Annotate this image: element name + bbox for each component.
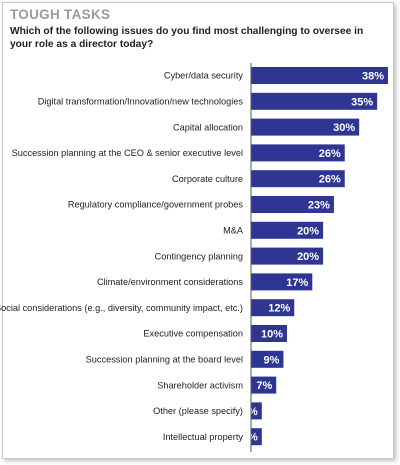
bar	[251, 402, 262, 420]
value-label: 30%	[333, 122, 355, 134]
value-label: 20%	[297, 251, 319, 263]
chart-title: TOUGH TASKS	[10, 7, 111, 22]
category-label: Intellectual property	[163, 432, 244, 442]
category-label: Shareholder activism	[157, 380, 243, 390]
bar	[251, 92, 378, 110]
value-label: 3%	[242, 432, 258, 444]
bar	[251, 247, 324, 265]
bar	[251, 118, 360, 136]
value-label: 26%	[319, 174, 341, 186]
category-label: Corporate culture	[172, 174, 243, 184]
value-label: 35%	[351, 96, 373, 108]
value-label: 3%	[242, 406, 258, 418]
category-label: Social considerations (e.g., diversity, …	[0, 303, 243, 313]
chart-question: Which of the following issues do you fin…	[10, 26, 364, 50]
category-label: Contingency planning	[155, 251, 243, 261]
bar	[251, 67, 388, 84]
category-label: Other (please specify)	[153, 406, 243, 416]
bar	[251, 144, 345, 162]
bars-layer: Cyber/data security 38% Digital transforma…	[0, 67, 388, 446]
category-label: M&A	[223, 226, 244, 236]
bar	[251, 196, 334, 213]
value-label: 38%	[362, 71, 384, 83]
category-label: Digital transformation/Innovation/new te…	[38, 97, 244, 107]
bar	[251, 376, 277, 394]
value-label: 12%	[268, 303, 290, 315]
bar	[251, 325, 288, 342]
category-label: Cyber/data security	[164, 71, 244, 81]
bar	[251, 299, 295, 317]
value-label: 23%	[308, 200, 330, 212]
value-label: 7%	[256, 380, 272, 392]
bar	[251, 170, 345, 188]
value-label: 10%	[261, 329, 283, 341]
value-label: 26%	[319, 148, 341, 160]
bar	[251, 273, 313, 291]
category-label: Executive compensation	[143, 329, 243, 339]
value-label: 17%	[286, 277, 308, 289]
category-label: Climate/environment considerations	[97, 277, 243, 287]
category-label: Capital allocation	[173, 122, 243, 132]
bar	[251, 350, 284, 368]
category-label: Succession planning at the CEO & senior …	[12, 148, 243, 158]
value-label: 9%	[264, 354, 280, 366]
value-label: 20%	[297, 225, 319, 237]
bar	[251, 221, 324, 239]
category-label: Regulatory compliance/government probes	[68, 200, 244, 210]
category-label: Succession planning at the board level	[86, 355, 243, 365]
bar	[251, 428, 262, 446]
